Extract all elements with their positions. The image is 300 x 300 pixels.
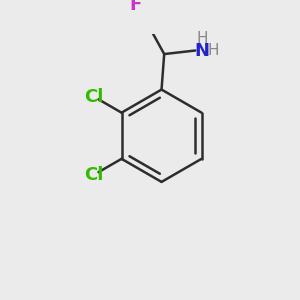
Text: Cl: Cl [84,166,104,184]
Text: N: N [194,41,209,59]
Text: H: H [207,43,219,58]
Text: F: F [130,0,142,14]
Text: H: H [196,32,208,46]
Text: Cl: Cl [84,88,104,106]
